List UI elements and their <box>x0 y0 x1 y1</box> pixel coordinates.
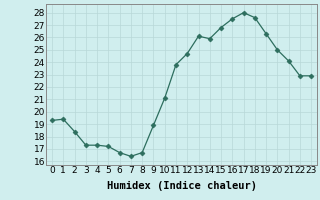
X-axis label: Humidex (Indice chaleur): Humidex (Indice chaleur) <box>107 181 257 191</box>
